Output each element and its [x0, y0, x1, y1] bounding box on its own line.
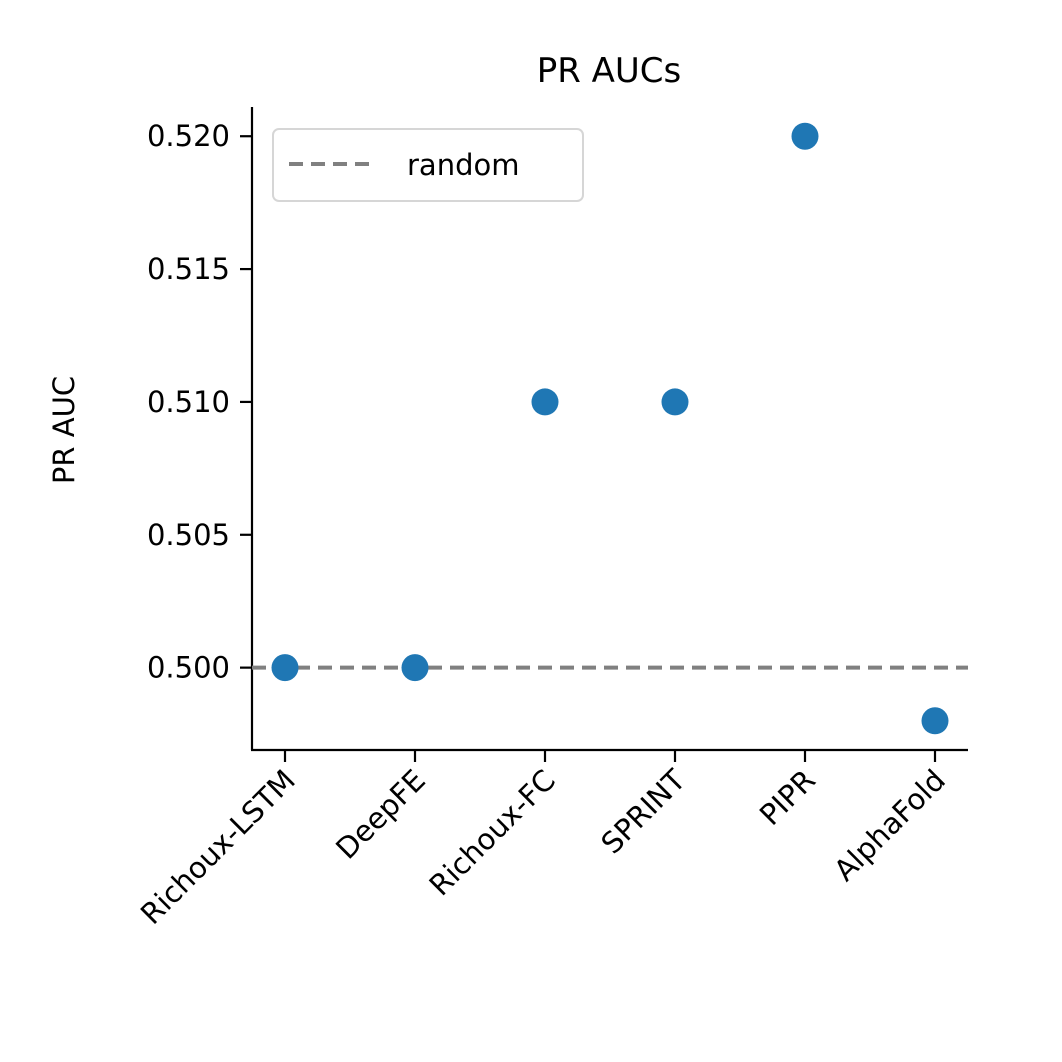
y-tick-label: 0.520: [147, 119, 230, 153]
data-points: [271, 122, 949, 735]
x-tick-label: Richoux-LSTM: [134, 763, 302, 931]
y-tick-label: 0.505: [147, 518, 230, 552]
legend-frame: [272, 128, 584, 202]
x-tick-label: SPRINT: [594, 763, 692, 861]
data-point: [921, 707, 949, 735]
y-tick-label: 0.500: [147, 651, 230, 685]
data-point: [401, 654, 429, 682]
y-axis-label: PR AUC: [47, 376, 81, 484]
data-point: [531, 388, 559, 416]
data-point: [791, 122, 819, 150]
y-tick-label: 0.510: [147, 385, 230, 419]
data-point: [661, 388, 689, 416]
y-ticks: 0.500 0.505 0.510 0.515 0.520: [147, 119, 252, 685]
legend: random: [272, 128, 584, 202]
axes: [250, 107, 968, 752]
data-point: [271, 654, 299, 682]
x-tick-label: PIPR: [753, 763, 822, 832]
legend-label-random: random: [407, 148, 519, 182]
x-tick-label: AlphaFold: [827, 763, 952, 888]
chart-title: PR AUCs: [537, 51, 682, 91]
y-tick-label: 0.515: [147, 252, 230, 286]
x-tick-label: Richoux-FC: [422, 763, 561, 902]
x-tick-label: DeepFE: [329, 763, 432, 866]
